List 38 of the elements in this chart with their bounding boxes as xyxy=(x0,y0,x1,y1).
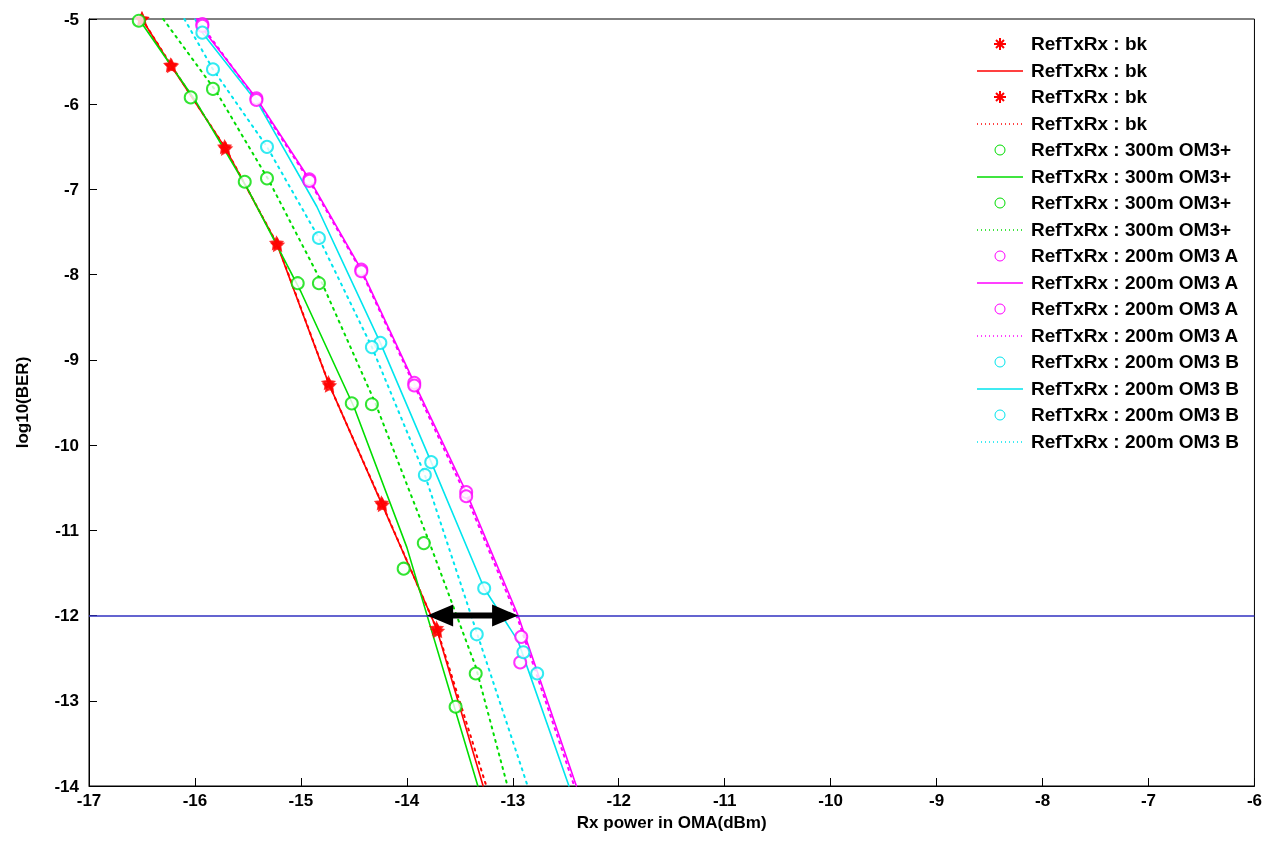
y-tick-label: -12 xyxy=(54,606,79,626)
y-tick-label: -13 xyxy=(54,691,79,711)
legend-label: RefTxRx : 200m OM3 A xyxy=(1031,245,1239,268)
x-tick-label: -14 xyxy=(394,791,420,810)
x-tick-label: -6 xyxy=(1246,791,1262,810)
legend-label: RefTxRx : 200m OM3 B xyxy=(1031,377,1240,400)
x-tick-label: -9 xyxy=(929,791,945,810)
legend-label: RefTxRx : 300m OM3+ xyxy=(1031,192,1232,215)
x-tick-label: -11 xyxy=(712,791,737,810)
legend-label: RefTxRx : bk xyxy=(1031,33,1148,56)
x-axis-title: Rx power in OMA(dBm) xyxy=(576,813,767,832)
legend-label: RefTxRx : 200m OM3 A xyxy=(1031,324,1239,347)
legend-label: RefTxRx : 200m OM3 B xyxy=(1031,404,1240,427)
legend-label: RefTxRx : 200m OM3 A xyxy=(1031,271,1239,294)
y-tick-label: -8 xyxy=(63,265,79,285)
y-tick-label: -11 xyxy=(55,520,79,540)
legend-label: RefTxRx : 200m OM3 B xyxy=(1031,430,1240,453)
y-tick-label: -10 xyxy=(54,435,79,455)
legend-label: RefTxRx : 300m OM3+ xyxy=(1031,218,1232,241)
legend-label: RefTxRx : 300m OM3+ xyxy=(1031,165,1232,188)
x-tick-label: -10 xyxy=(818,791,843,810)
x-tick-label: -7 xyxy=(1140,791,1157,810)
legend-label: RefTxRx : 300m OM3+ xyxy=(1031,139,1232,162)
legend-label: RefTxRx : 200m OM3 A xyxy=(1031,298,1239,321)
legend-label: RefTxRx : bk xyxy=(1031,86,1148,109)
y-axis-title: log10(BER) xyxy=(13,356,32,449)
legend-label: RefTxRx : bk xyxy=(1031,112,1148,135)
y-tick-label: -5 xyxy=(63,9,79,29)
y-tick-label: -7 xyxy=(63,179,79,199)
y-tick-label: -9 xyxy=(63,350,79,370)
x-tick-label: -16 xyxy=(182,791,208,810)
x-tick-label: -13 xyxy=(500,791,526,810)
legend-label: RefTxRx : bk xyxy=(1031,59,1148,82)
y-tick-label: -6 xyxy=(63,94,79,114)
x-tick-label: -12 xyxy=(606,791,632,810)
x-tick-label: -8 xyxy=(1034,791,1051,810)
x-tick-label: -15 xyxy=(288,791,314,810)
legend-label: RefTxRx : 200m OM3 B xyxy=(1031,351,1240,374)
